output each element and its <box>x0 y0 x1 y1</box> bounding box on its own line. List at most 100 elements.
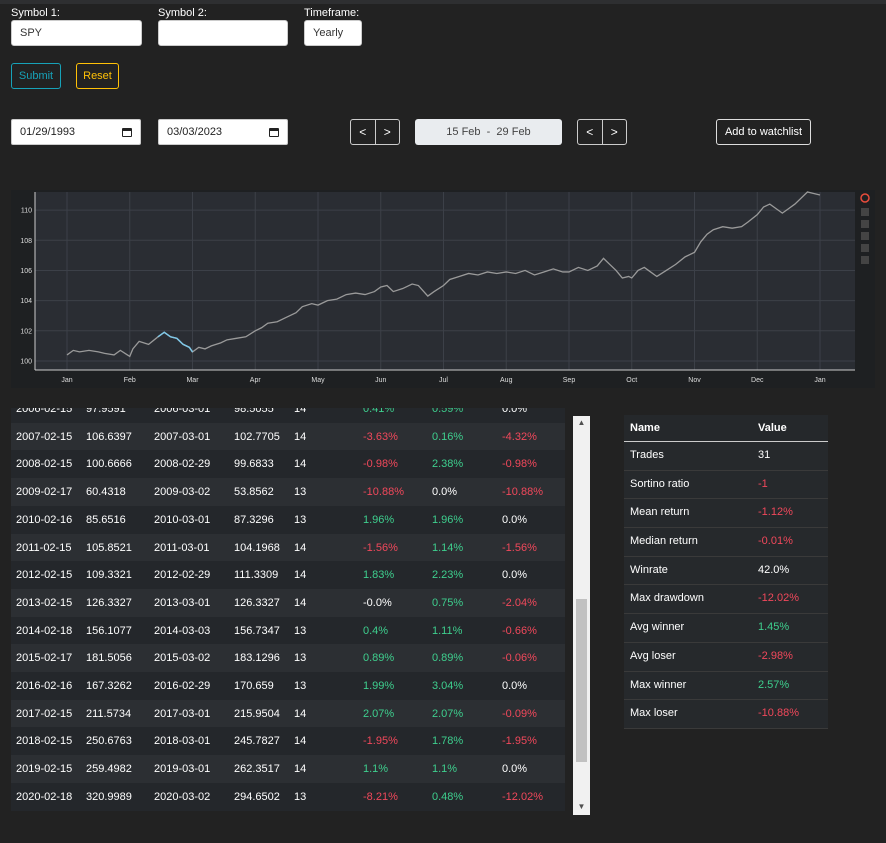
toolbar-zoom-icon[interactable] <box>861 220 869 228</box>
table-cell: 2009-02-17 <box>16 486 73 499</box>
table-cell: 2013-02-15 <box>16 596 73 609</box>
table-cell: 2018-03-01 <box>154 735 211 748</box>
calendar-icon[interactable] <box>122 127 132 137</box>
table-cell: 0.0% <box>432 486 458 499</box>
x-tick-label: Sep <box>563 377 576 384</box>
x-tick-label: Feb <box>124 377 136 384</box>
prev-year-button[interactable]: < <box>578 120 603 144</box>
table-cell: -0.06% <box>502 652 537 665</box>
table-cell: 2017-02-15 <box>16 707 73 720</box>
stats-row: Median return -0.01% <box>624 528 828 557</box>
table-row: 2015-02-17 181.5056 2015-03-02 183.1296 13 0.… <box>11 644 565 673</box>
stats-value: 2.57% <box>758 678 790 691</box>
table-cell: 294.6502 <box>234 790 280 803</box>
table-cell: 105.8521 <box>86 541 132 554</box>
table-row: 2020-02-18 320.9989 2020-03-02 294.6502 13 -8… <box>11 782 565 811</box>
table-cell: 2020-02-18 <box>16 790 73 803</box>
table-cell: 14 <box>294 707 307 720</box>
add-to-watchlist-button[interactable]: Add to watchlist <box>716 119 811 145</box>
table-cell: 14 <box>294 596 307 609</box>
y-tick-label: 110 <box>21 208 32 215</box>
table-cell: 0.0% <box>502 569 528 582</box>
calendar-icon[interactable] <box>269 127 279 137</box>
table-cell: 1.96% <box>363 513 395 526</box>
toolbar-logo-icon[interactable] <box>860 193 870 203</box>
x-tick-label: Aug <box>500 377 513 384</box>
table-cell: 0.89% <box>363 652 395 665</box>
table-cell: 106.6397 <box>86 430 132 443</box>
stats-name: Mean return <box>630 506 690 519</box>
table-cell: 126.3327 <box>86 596 132 609</box>
scroll-down-arrow[interactable]: ▼ <box>577 802 586 811</box>
table-cell: 0.48% <box>432 790 464 803</box>
timeframe-select[interactable]: Yearly <box>304 20 362 46</box>
table-cell: -1.95% <box>502 735 537 748</box>
table-cell: 0.16% <box>432 430 464 443</box>
toolbar-wheel-icon[interactable] <box>861 232 869 240</box>
table-cell: 1.83% <box>363 569 395 582</box>
table-row: 2018-02-15 250.6763 2018-03-01 245.7827 14 -1… <box>11 727 565 756</box>
x-tick-label: Jul <box>439 377 448 384</box>
table-cell: 0.75% <box>432 596 464 609</box>
stats-value: 1.45% <box>758 621 790 634</box>
table-cell: 2017-03-01 <box>154 707 211 720</box>
table-cell: 13 <box>294 624 307 637</box>
table-cell: 13 <box>294 513 307 526</box>
table-cell: 109.3321 <box>86 569 132 582</box>
x-tick-label: Jan <box>61 377 72 384</box>
stats-value: -12.02% <box>758 592 799 605</box>
table-cell: 87.3296 <box>234 513 274 526</box>
chart-grid <box>35 192 855 370</box>
table-cell: 0.59% <box>432 408 464 415</box>
stats-row: Avg winner 1.45% <box>624 614 828 643</box>
x-tick-label: Dec <box>751 377 764 384</box>
top-strip <box>0 0 886 4</box>
table-cell: 170.659 <box>234 680 274 692</box>
stats-name: Avg loser <box>630 649 676 662</box>
stats-value: 31 <box>758 449 771 461</box>
table-scrollbar[interactable]: ▲ ▼ <box>573 416 590 815</box>
y-tick-label: 108 <box>20 238 32 245</box>
stats-name: Max winner <box>630 678 687 691</box>
table-cell: 0.0% <box>502 680 528 692</box>
stats-row: Avg loser -2.98% <box>624 642 828 672</box>
table-row: 2006-02-15 97.9591 2006-03-01 98.5055 14 0.41… <box>11 408 565 423</box>
end-date-value: 03/03/2023 <box>167 126 223 138</box>
toolbar-reset-icon[interactable] <box>861 256 869 264</box>
end-date-input[interactable]: 03/03/2023 <box>158 119 288 145</box>
submit-button[interactable]: Submit <box>11 63 61 89</box>
x-tick-label: Mar <box>186 377 199 384</box>
table-cell: 85.6516 <box>86 513 126 526</box>
start-date-input[interactable]: 01/29/1993 <box>11 119 141 145</box>
table-cell: 98.5055 <box>234 408 274 415</box>
y-tick-label: 100 <box>20 358 32 365</box>
table-cell: 1.14% <box>432 541 464 554</box>
table-cell: 211.5734 <box>86 707 132 720</box>
table-cell: 104.1968 <box>234 541 280 554</box>
table-cell: -1.56% <box>502 541 537 554</box>
symbol2-input[interactable] <box>158 20 288 46</box>
y-tick-label: 106 <box>20 268 32 275</box>
table-cell: 2016-02-29 <box>154 680 211 692</box>
toolbar-pan-icon[interactable] <box>861 208 869 216</box>
reset-button[interactable]: Reset <box>76 63 119 89</box>
table-cell: 2008-02-15 <box>16 458 73 471</box>
toolbar-save-icon[interactable] <box>861 244 869 252</box>
table-cell: -1.95% <box>363 735 398 748</box>
next-period-button[interactable]: > <box>383 125 391 139</box>
date-range-display: 15 Feb - 29 Feb <box>415 119 562 145</box>
table-cell: 2018-02-15 <box>16 735 73 748</box>
table-cell: 0.89% <box>432 652 464 665</box>
table-cell: 2008-02-29 <box>154 458 211 471</box>
symbol1-input[interactable]: SPY <box>11 20 142 46</box>
table-cell: 2019-03-01 <box>154 763 211 776</box>
price-chart[interactable]: Jan Feb Mar Apr May Jun Jul Aug Sep Oct Nov Dec Jan 1… <box>11 190 875 388</box>
table-cell: -8.21% <box>363 790 398 803</box>
scroll-up-arrow[interactable]: ▲ <box>577 418 586 427</box>
stats-row: Max drawdown -12.02% <box>624 585 828 615</box>
table-row: 2016-02-16 167.3262 2016-02-29 170.659 13 1.9… <box>11 672 565 700</box>
table-row: 2014-02-18 156.1077 2014-03-03 156.7347 13 0.… <box>11 616 565 645</box>
scroll-thumb[interactable] <box>576 599 587 762</box>
next-year-button[interactable]: > <box>610 125 618 139</box>
prev-period-button[interactable]: < <box>351 120 376 144</box>
